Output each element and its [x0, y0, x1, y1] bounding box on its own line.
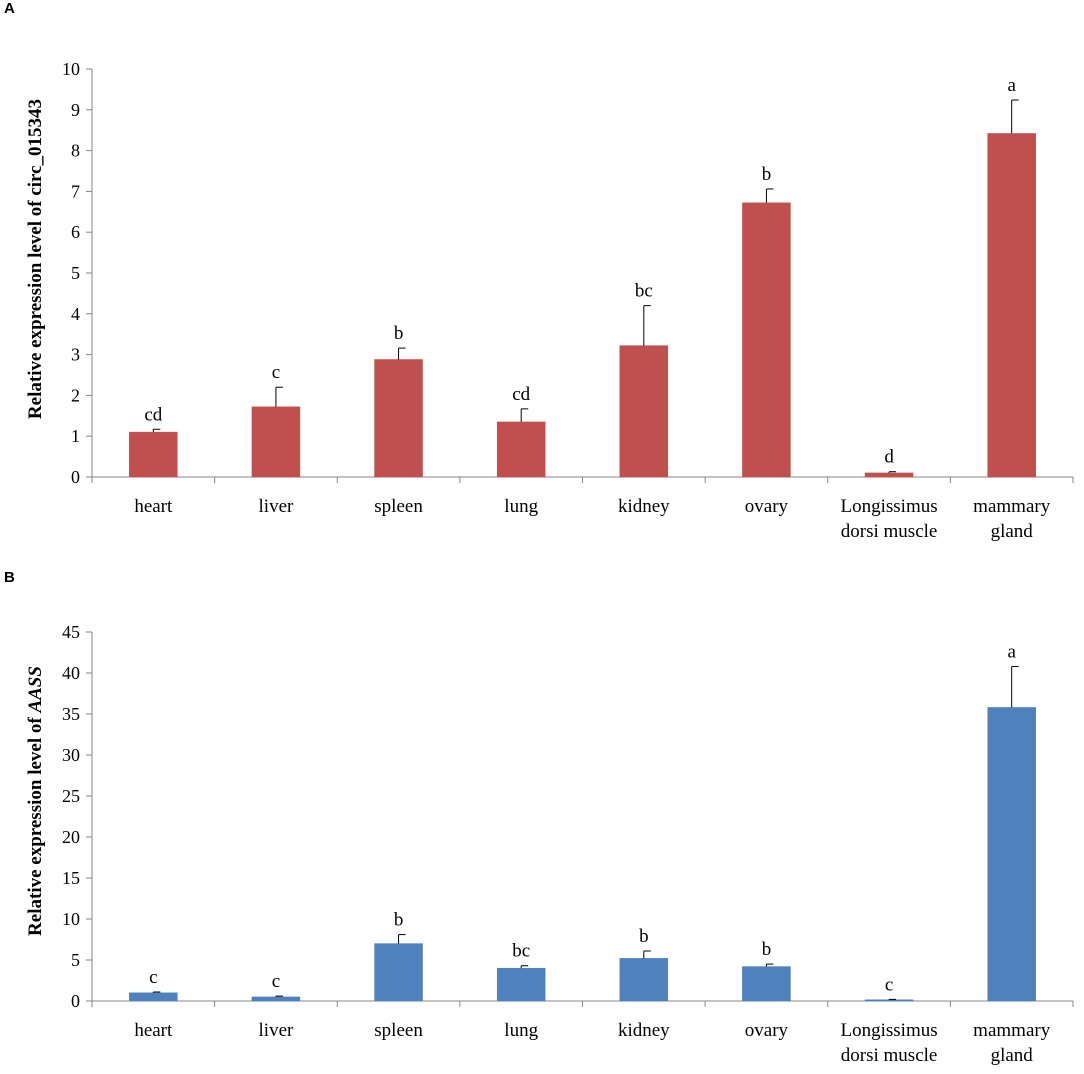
bar-b: [129, 992, 178, 1002]
category-label-b: spleen: [374, 1020, 423, 1041]
y-tick-label-b: 35: [62, 704, 80, 724]
panel-b-letter: B: [4, 569, 15, 586]
bar-a: [374, 359, 423, 478]
significance-label-b: b: [762, 939, 772, 960]
y-tick-label-a: 5: [71, 263, 80, 283]
y-tick-label-a: 10: [62, 59, 80, 79]
category-label-a: ovary: [745, 496, 789, 517]
category-label-a: gland: [991, 521, 1034, 542]
significance-label-b: bc: [512, 941, 530, 962]
y-tick-label-b: 40: [62, 663, 80, 683]
y-tick-label-b: 25: [62, 786, 80, 806]
bar-a: [496, 421, 546, 478]
category-label-b: mammary: [973, 1020, 1051, 1041]
y-tick-label-a: 1: [71, 426, 80, 446]
y-tick-label-b: 0: [71, 991, 80, 1011]
category-label-a: liver: [259, 496, 294, 517]
significance-label-b: c: [149, 967, 157, 988]
bar-a: [619, 345, 669, 478]
significance-label-a: b: [394, 323, 404, 344]
category-label-a: Longissimus: [841, 496, 938, 517]
panel-a-letter: A: [4, 0, 15, 17]
significance-label-a: c: [272, 362, 280, 383]
bar-b: [374, 943, 423, 1002]
y-tick-label-a: 8: [71, 141, 80, 161]
y-tick-label-a: 7: [71, 181, 80, 201]
y-tick-label-b: 30: [62, 745, 80, 765]
category-label-b: liver: [259, 1020, 294, 1041]
category-label-a: heart: [134, 496, 173, 517]
y-tick-label-a: 3: [71, 345, 80, 365]
significance-label-b: b: [394, 910, 404, 931]
bar-a: [742, 202, 791, 478]
category-label-a: mammary: [973, 496, 1051, 517]
y-tick-label-a: 4: [71, 304, 80, 324]
bar-b: [864, 999, 914, 1002]
bar-b: [619, 958, 669, 1002]
significance-label-b: b: [639, 926, 649, 947]
significance-label-a: bc: [635, 281, 653, 302]
category-label-b: ovary: [745, 1020, 789, 1041]
significance-label-a: cd: [144, 404, 162, 425]
category-label-a: dorsi muscle: [841, 521, 938, 542]
y-tick-label-b: 5: [71, 950, 80, 970]
y-tick-label-a: 0: [71, 467, 80, 487]
category-label-b: lung: [504, 1020, 538, 1041]
category-label-b: gland: [991, 1045, 1034, 1066]
significance-label-b: a: [1007, 641, 1016, 662]
significance-label-a: d: [884, 447, 894, 468]
significance-label-a: cd: [512, 384, 530, 405]
category-label-b: heart: [134, 1020, 173, 1041]
category-label-a: kidney: [618, 496, 670, 517]
y-tick-label-b: 15: [62, 868, 80, 888]
bar-a: [987, 133, 1036, 478]
category-label-b: kidney: [618, 1020, 670, 1041]
bar-b: [251, 996, 301, 1002]
category-label-a: lung: [504, 496, 538, 517]
category-label-b: dorsi muscle: [841, 1045, 938, 1066]
y-tick-label-a: 6: [71, 222, 80, 242]
bar-a: [251, 406, 301, 478]
category-label-a: spleen: [374, 496, 423, 517]
bar-a: [129, 431, 178, 478]
y-tick-label-b: 10: [62, 909, 80, 929]
bar-b: [742, 966, 791, 1002]
significance-label-a: b: [762, 164, 772, 185]
y-tick-label-a: 2: [71, 385, 80, 405]
bar-a: [864, 472, 914, 478]
bar-b: [987, 707, 1036, 1002]
significance-label-b: c: [272, 971, 280, 992]
bar-b: [496, 967, 546, 1002]
significance-label-b: c: [885, 974, 893, 995]
y-tick-label-a: 9: [71, 100, 80, 120]
category-label-b: Longissimus: [841, 1020, 938, 1041]
y-tick-label-b: 45: [62, 622, 80, 642]
y-tick-label-b: 20: [62, 827, 80, 847]
significance-label-a: a: [1007, 75, 1016, 96]
